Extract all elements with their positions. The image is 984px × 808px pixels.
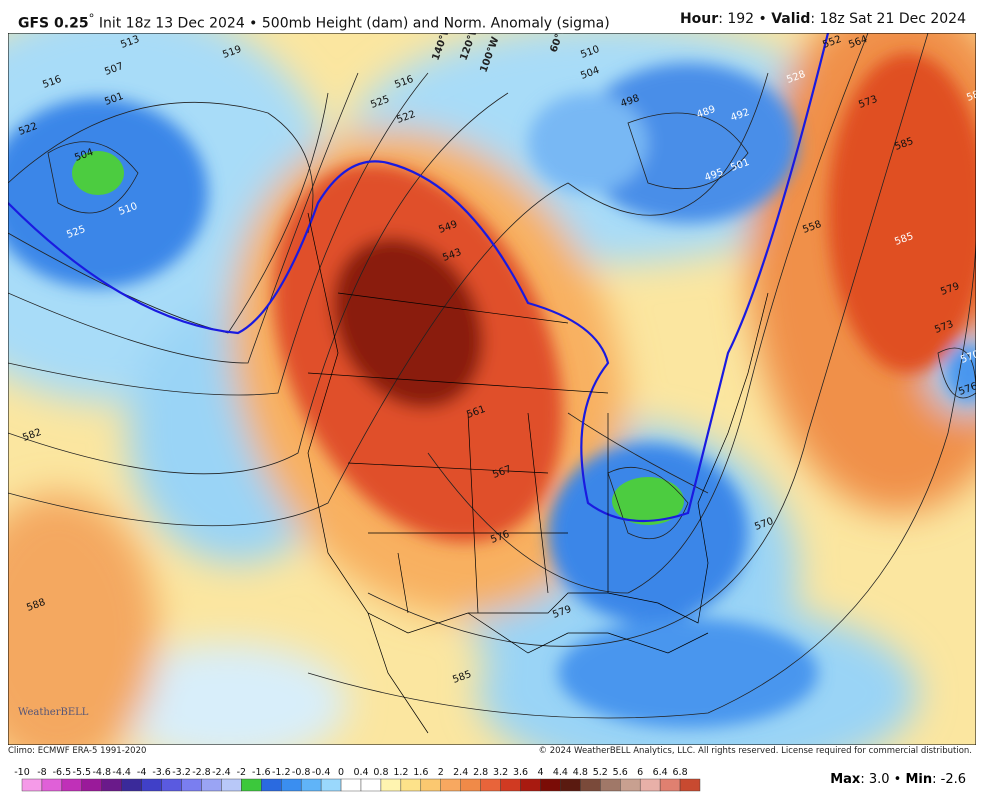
colorbar-label: 4.4	[553, 767, 568, 778]
colorbar-swatch	[420, 778, 441, 792]
init-text: Init 18z 13 Dec 2024 • 500mb Height (dam…	[98, 15, 610, 32]
colorbar-label: 6.4	[653, 767, 668, 778]
colorbar-label: 3.2	[493, 767, 508, 778]
colorbar-swatch	[21, 778, 43, 792]
min-label: Min	[905, 772, 933, 787]
colorbar-label: -4	[137, 767, 146, 778]
colorbar-swatch	[520, 778, 541, 792]
header-right: Hour: 192 • Valid: 18z Sat 21 Dec 2024	[680, 11, 966, 27]
colorbar-label: -2	[237, 767, 246, 778]
colorbar-label: -2.4	[212, 767, 231, 778]
colorbar-swatch	[540, 778, 561, 792]
colorbar-label: -1.6	[252, 767, 271, 778]
climo: Climo: ECMWF ERA-5 1991-2020	[8, 746, 147, 756]
logo: WeatherBELL	[18, 707, 89, 718]
colorbar-label: 0	[338, 767, 344, 778]
colorbar-label: 5.2	[593, 767, 608, 778]
colorbar-label: -0.4	[312, 767, 331, 778]
hour-label: Hour	[679, 11, 719, 27]
colorbar-label: 5.6	[613, 767, 628, 778]
colorbar-swatch	[300, 778, 322, 792]
colorbar-swatch	[261, 778, 282, 792]
colorbar-swatch	[480, 778, 501, 792]
colorbar-swatch	[121, 778, 142, 792]
colorbar-swatch	[679, 778, 701, 792]
colorbar-label: -3.2	[172, 767, 191, 778]
colorbar-label: 2.8	[473, 767, 488, 778]
colorbar-swatch	[81, 778, 102, 792]
colorbar-swatch	[161, 778, 182, 792]
colorbar-swatch	[360, 778, 382, 792]
degree: °	[88, 11, 95, 25]
colorbar-label: -3.6	[152, 767, 171, 778]
green-blob	[612, 477, 684, 525]
contour-label: 588	[965, 87, 976, 104]
colorbar-swatch	[400, 778, 422, 792]
colorbar-label: 2.4	[453, 767, 468, 778]
colorbar-label: 0.8	[373, 767, 388, 778]
colorbar-swatch	[201, 778, 222, 792]
colorbar-swatch	[659, 778, 681, 792]
colorbar-swatch	[221, 778, 242, 792]
colorbar-label: 6.8	[673, 767, 688, 778]
header-left: GFS 0.25° Init 18z 13 Dec 2024 • 500mb H…	[18, 11, 610, 32]
header: GFS 0.25° Init 18z 13 Dec 2024 • 500mb H…	[8, 8, 976, 32]
colorbar-label: 4	[537, 767, 543, 778]
colorbar-label: 1.6	[413, 767, 428, 778]
min: : -2.6	[932, 772, 966, 787]
colorbar-label: -0.8	[292, 767, 311, 778]
stats: Max: 3.0 • Min: -2.6	[830, 772, 966, 787]
colorbar-swatch	[580, 778, 601, 792]
colorbar-swatch	[281, 778, 302, 792]
colorbar: -10 -8 -6.5 -5.5 -4.8 -4.4 -4 -3.6 -3.2 -2.8 -2.4-…	[14, 767, 701, 792]
copyright: © 2024 WeatherBELL Analytics, LLC. All r…	[538, 746, 972, 756]
colorbar-label: -1.2	[272, 767, 291, 778]
max-label: Max	[830, 772, 861, 787]
colorbar-label: -4.4	[112, 767, 131, 778]
colorbar-label: -10	[14, 767, 30, 778]
anomaly-field	[8, 33, 976, 745]
contour-540	[8, 33, 830, 523]
colorbar-swatch	[460, 778, 481, 792]
contours	[8, 33, 976, 719]
colorbar-label: -5.5	[73, 767, 92, 778]
colorbar-swatch	[241, 778, 262, 792]
colorbar-label: 2	[438, 767, 444, 778]
colorbar-swatch	[41, 778, 63, 792]
colorbar-swatch	[320, 778, 342, 792]
colorbar-swatch	[101, 778, 122, 792]
colorbar-swatch	[440, 778, 461, 792]
colorbar-swatch	[560, 778, 581, 792]
colorbar-swatch	[639, 778, 661, 792]
colorbar-swatch	[380, 778, 402, 792]
colorbar-swatch	[61, 778, 83, 792]
valid-label: Valid	[771, 11, 811, 27]
colorbar-swatch	[141, 778, 162, 792]
hour: : 192 •	[718, 11, 772, 27]
colorbar-swatch	[181, 778, 202, 792]
colorbar-label: 0.4	[353, 767, 368, 778]
colorbar-label: 1.2	[393, 767, 408, 778]
boundaries	[307, 212, 769, 734]
valid: : 18z Sat 21 Dec 2024	[810, 11, 966, 27]
colorbar-label: 3.6	[513, 767, 528, 778]
contour-label: 576	[957, 381, 976, 398]
max: : 3.0 •	[860, 772, 906, 787]
colorbar-label: 4.8	[573, 767, 588, 778]
colorbar-label: -8	[37, 767, 46, 778]
colorbar-label: -6.5	[53, 767, 72, 778]
colorbar-label: -4.8	[92, 767, 111, 778]
colorbar-swatch	[600, 778, 621, 792]
contour-label: 570	[959, 349, 976, 366]
colorbar-label: -2.8	[192, 767, 211, 778]
colorbar-swatch	[620, 778, 641, 792]
colorbar-swatch	[340, 778, 362, 792]
colorbar-label: 6	[637, 767, 643, 778]
colorbar-swatch	[500, 778, 521, 792]
green-blob	[72, 151, 124, 195]
model: GFS 0.25	[18, 15, 89, 32]
